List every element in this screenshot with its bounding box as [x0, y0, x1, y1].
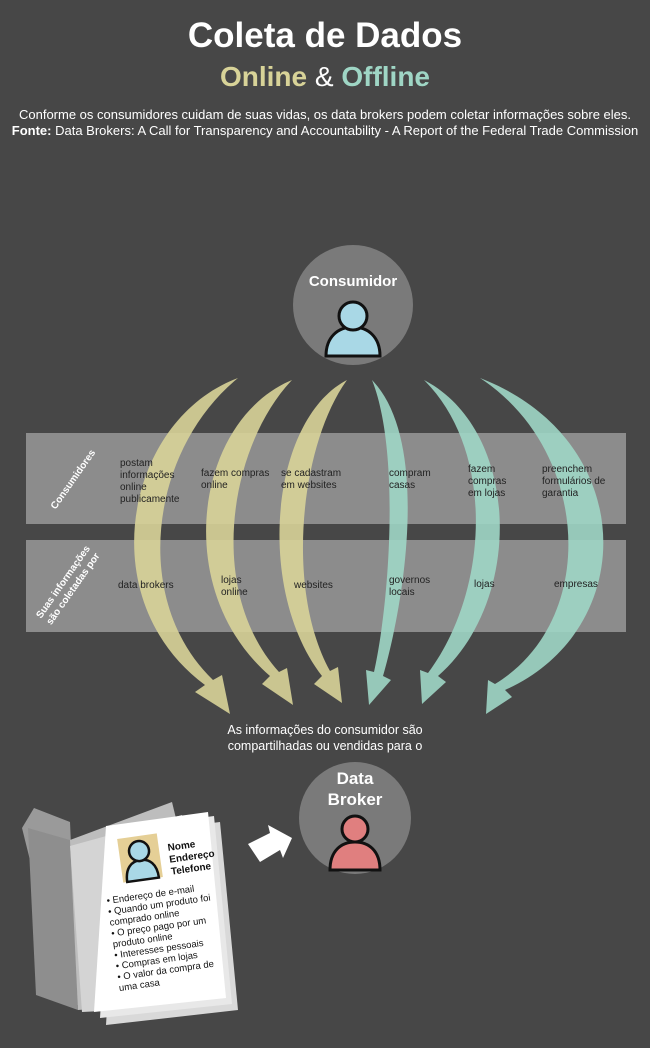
subtitle-online: Online	[219, 61, 308, 92]
arrow-websites	[279, 380, 347, 703]
action-label-2: fazem compras online	[201, 468, 270, 491]
profile-avatar-icon	[117, 833, 163, 884]
action-label-6: preenchem formulários de garantia	[542, 464, 606, 499]
collector-label-6: empresas	[554, 579, 598, 590]
consumer-person-icon	[324, 300, 382, 358]
source-reference: Data Brokers: A Call for Transparency an…	[55, 123, 639, 138]
broker-label-line1: Data	[336, 769, 374, 788]
source-label: Fonte:	[11, 123, 52, 138]
collector-label-1: data brokers	[118, 580, 174, 591]
arrow-homes	[366, 380, 408, 705]
arrow-posts-online	[134, 378, 238, 714]
broker-label: Data Broker	[300, 768, 410, 810]
intro-text: Conforme os consumidores cuidam de suas …	[18, 107, 632, 122]
arrow-online-purchases	[206, 380, 293, 705]
source-text: Fonte: Data Brokers: A Call for Transpar…	[0, 122, 650, 140]
shared-text-line1: As informações do consumidor são	[227, 723, 423, 737]
arrow-warranty	[480, 378, 604, 714]
page-title: Coleta de Dados	[187, 16, 463, 55]
arrow-store-purchases	[420, 380, 500, 704]
arrow-left-icon	[248, 825, 292, 862]
offline-arrows	[366, 378, 604, 714]
profile-fields: Nome Endereço Telefone	[167, 837, 217, 879]
collector-label-2: lojas online	[221, 575, 248, 598]
subtitle-amp: &	[314, 61, 334, 92]
consumers-band	[26, 433, 626, 524]
collector-label-5: lojas	[474, 579, 495, 590]
broker-person-icon	[328, 814, 382, 872]
action-label-3: se cadastram em websites	[281, 468, 342, 491]
subtitle-offline: Offline	[341, 61, 431, 92]
consumer-label: Consumidor	[308, 273, 398, 290]
collector-label-4: governos locais	[389, 575, 431, 598]
online-arrows	[134, 378, 347, 714]
page-subtitle: Online & Offline	[0, 58, 650, 96]
shared-text: As informações do consumidor são comparti…	[0, 722, 650, 754]
broker-label-line2: Broker	[327, 790, 383, 809]
collector-label-3: websites	[294, 580, 333, 591]
action-label-4: compram casas	[389, 468, 431, 491]
profile-items: • Endereço de e-mail • Quando um produto…	[106, 881, 224, 994]
collectors-band	[26, 540, 626, 632]
shared-text-line2: compartilhadas ou vendidas para o	[227, 739, 423, 753]
action-label-5: fazem compras em lojas	[468, 464, 507, 499]
action-label-1: postam informações online publicamente	[120, 458, 180, 505]
